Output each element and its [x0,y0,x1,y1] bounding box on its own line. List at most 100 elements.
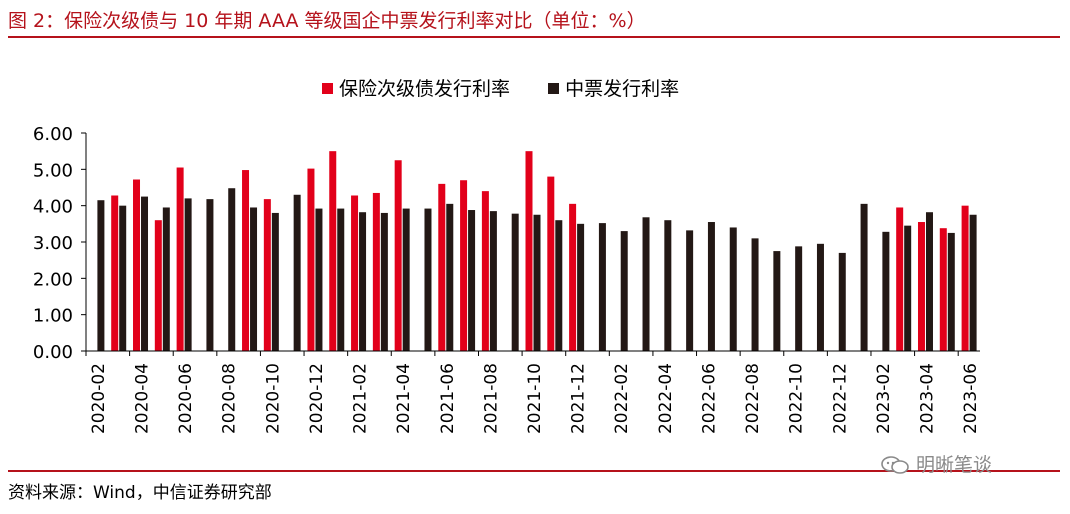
y-tick-label: 1.00 [33,306,73,327]
x-tick-label: 2020-02 [89,363,109,434]
bar-mtn [337,208,345,351]
bar-mtn [119,205,127,351]
y-tick-label: 3.00 [33,233,73,254]
x-tick-label: 2020-08 [220,363,240,434]
bar-insurance-subdebt [176,167,184,351]
bar-mtn [424,208,432,351]
bar-insurance-subdebt [133,179,141,351]
x-tick-label: 2020-04 [133,363,153,434]
x-tick-label: 2022-12 [830,363,850,434]
bar-mtn [97,200,105,351]
bar-mtn [380,212,388,351]
legend-swatch-black [548,83,560,94]
bar-insurance-subdebt [460,180,468,351]
x-tick-label: 2020-10 [263,363,283,434]
bar-mtn [882,231,890,351]
bar-insurance-subdebt [351,195,359,351]
bar-mtn [228,188,236,351]
bar-insurance-subdebt [547,176,555,351]
x-tick-label: 2021-02 [351,363,371,434]
bar-insurance-subdebt [917,222,925,351]
bar-mtn [141,196,149,351]
bar-insurance-subdebt [438,183,446,351]
bar-insurance-subdebt [939,228,947,351]
bar-insurance-subdebt [263,199,271,351]
bar-mtn [446,203,454,351]
bar-mtn [489,211,497,351]
bar-mtn [577,223,585,351]
x-tick-label: 2023-02 [874,363,894,434]
bar-mtn [664,220,672,351]
legend-label-series1: 保险次级债发行利率 [339,78,511,100]
x-tick-label: 2020-12 [307,363,327,434]
bar-mtn [511,213,519,351]
bar-mtn [773,251,781,351]
source-divider [8,470,1060,472]
bar-insurance-subdebt [372,192,380,351]
x-tick-label: 2021-12 [569,363,589,434]
bar-mtn [925,212,933,351]
legend-item-series2: 中票发行利率 [548,74,679,101]
bar-insurance-subdebt [329,151,337,351]
bar-mtn [751,238,759,351]
bar-mtn [707,222,715,351]
x-tick-label: 2021-08 [481,363,501,434]
x-tick-label: 2021-06 [438,363,458,434]
bar-mtn [271,212,279,351]
bar-insurance-subdebt [896,207,904,351]
x-tick-label: 2021-04 [394,363,414,434]
x-tick-label: 2022-04 [656,363,676,434]
bar-mtn [838,252,846,351]
bar-insurance-subdebt [307,168,315,351]
watermark-text: 明晰笔谈 [916,454,993,476]
x-tick-label: 2022-08 [743,363,763,434]
y-tick-label: 5.00 [33,160,73,181]
bar-insurance-subdebt [242,170,250,351]
bar-mtn [402,208,410,351]
x-tick-label: 2022-10 [787,363,807,434]
bar-mtn [359,212,367,351]
bar-mtn [947,232,955,351]
y-tick-label: 6.00 [33,124,73,145]
bar-mtn [816,243,824,351]
x-tick-label: 2023-04 [917,363,937,434]
x-tick-label: 2021-10 [525,363,545,434]
bar-insurance-subdebt [394,160,402,351]
bar-mtn [184,198,192,351]
x-tick-label: 2023-06 [961,363,981,434]
bar-mtn [468,210,476,351]
bar-mtn [620,231,628,351]
bar-mtn [162,207,170,351]
bar-mtn [206,199,214,351]
bar-insurance-subdebt [481,191,489,351]
x-tick-label: 2020-06 [176,363,196,434]
bar-mtn [598,223,606,351]
bar-insurance-subdebt [961,205,969,351]
bar-mtn [969,214,977,351]
source-note: 资料来源：Wind，中信证券研究部 [8,483,272,503]
bar-mtn [533,214,541,351]
legend: 保险次级债发行利率 中票发行利率 [322,74,711,101]
x-tick-label: 2022-02 [612,363,632,434]
legend-item-series1: 保险次级债发行利率 [322,74,510,101]
y-tick-label: 0.00 [33,342,73,363]
bar-insurance-subdebt [111,195,119,351]
bar-mtn [250,207,258,351]
bar-mtn [686,230,694,351]
title-divider [8,36,1060,38]
bar-insurance-subdebt [569,203,577,351]
bar-insurance-subdebt [525,151,533,351]
bar-mtn [555,220,563,351]
watermark: 明晰笔谈 [880,450,992,477]
bar-mtn [642,217,650,351]
wechat-icon [881,456,909,474]
x-tick-label: 2022-06 [699,363,719,434]
bar-mtn [293,194,301,351]
legend-label-series2: 中票发行利率 [565,78,680,100]
y-tick-label: 2.00 [33,269,73,290]
bar-insurance-subdebt [154,220,162,351]
bar-mtn [904,225,912,351]
bar-mtn [315,208,323,351]
legend-swatch-red [322,83,333,94]
bar-mtn [795,246,803,351]
